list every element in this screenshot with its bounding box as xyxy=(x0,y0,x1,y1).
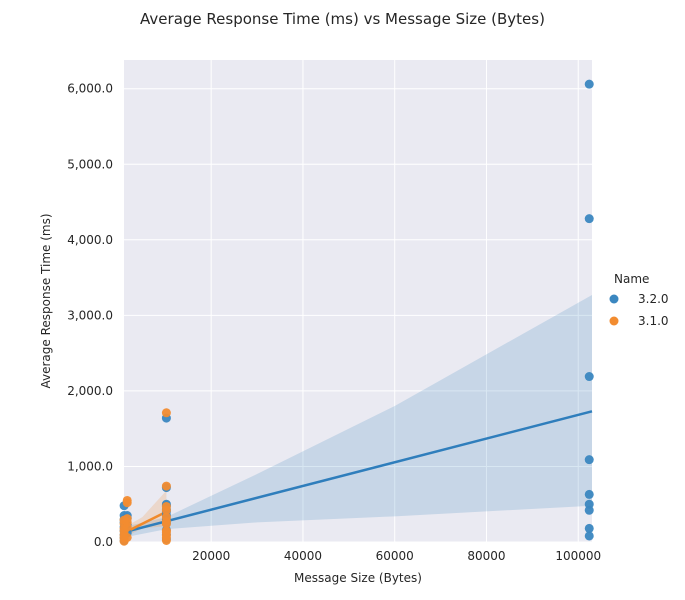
y-axis-label: Average Response Time (ms) xyxy=(39,213,53,388)
chart-title: Average Response Time (ms) vs Message Si… xyxy=(140,10,545,28)
data-point-3.1.0 xyxy=(161,512,171,522)
legend-title: Name xyxy=(614,272,649,286)
regression-line-3.1.0 xyxy=(123,510,167,535)
data-point-3.2.0 xyxy=(584,372,594,382)
data-point-3.1.0 xyxy=(161,526,171,536)
y-tick-label: 1,000.0 xyxy=(67,459,113,473)
confidence-band-3.2.0 xyxy=(124,294,592,538)
data-points xyxy=(119,79,594,546)
legend-marker-3.1.0 xyxy=(609,316,619,326)
legend-label-3.1.0: 3.1.0 xyxy=(638,314,669,328)
regression-lines xyxy=(123,410,593,535)
x-tick-label: 80000 xyxy=(467,549,505,563)
legend: Name 3.2.0 3.1.0 xyxy=(609,272,669,328)
y-tick-label: 0.0 xyxy=(94,535,113,549)
data-point-3.1.0 xyxy=(122,495,132,505)
regression-line-3.2.0 xyxy=(123,410,593,534)
x-tick-label: 100000 xyxy=(555,549,601,563)
x-tick-label: 60000 xyxy=(376,549,414,563)
plot-area-background xyxy=(124,60,592,542)
x-tick-label: 20000 xyxy=(192,549,230,563)
x-axis-label: Message Size (Bytes) xyxy=(294,571,422,585)
legend-label-3.2.0: 3.2.0 xyxy=(638,292,669,306)
y-tick-label: 5,000.0 xyxy=(67,157,113,171)
grid-lines xyxy=(124,60,592,543)
x-tick-label: 40000 xyxy=(284,549,322,563)
data-point-3.2.0 xyxy=(584,531,594,541)
data-point-3.2.0 xyxy=(584,214,594,224)
confidence-band-3.1.0 xyxy=(124,490,167,538)
data-point-3.2.0 xyxy=(584,455,594,465)
data-point-3.1.0 xyxy=(122,532,132,542)
data-point-3.1.0 xyxy=(122,514,132,524)
y-axis-ticks: 0.0 1,000.0 2,000.0 3,000.0 4,000.0 5,000.0 6,… xyxy=(67,82,113,549)
y-tick-label: 2,000.0 xyxy=(67,384,113,398)
y-tick-label: 3,000.0 xyxy=(67,308,113,322)
data-point-3.1.0 xyxy=(161,481,171,491)
data-point-3.1.0 xyxy=(161,501,171,511)
data-point-3.1.0 xyxy=(161,408,171,418)
legend-marker-3.2.0 xyxy=(609,294,619,304)
confidence-bands xyxy=(124,294,592,538)
data-point-3.2.0 xyxy=(584,79,594,89)
data-point-3.2.0 xyxy=(584,499,594,509)
x-axis-ticks: 20000 40000 60000 80000 100000 xyxy=(192,549,601,563)
data-point-3.2.0 xyxy=(584,523,594,533)
y-tick-label: 4,000.0 xyxy=(67,233,113,247)
y-tick-label: 6,000.0 xyxy=(67,82,113,96)
data-point-3.2.0 xyxy=(584,489,594,499)
